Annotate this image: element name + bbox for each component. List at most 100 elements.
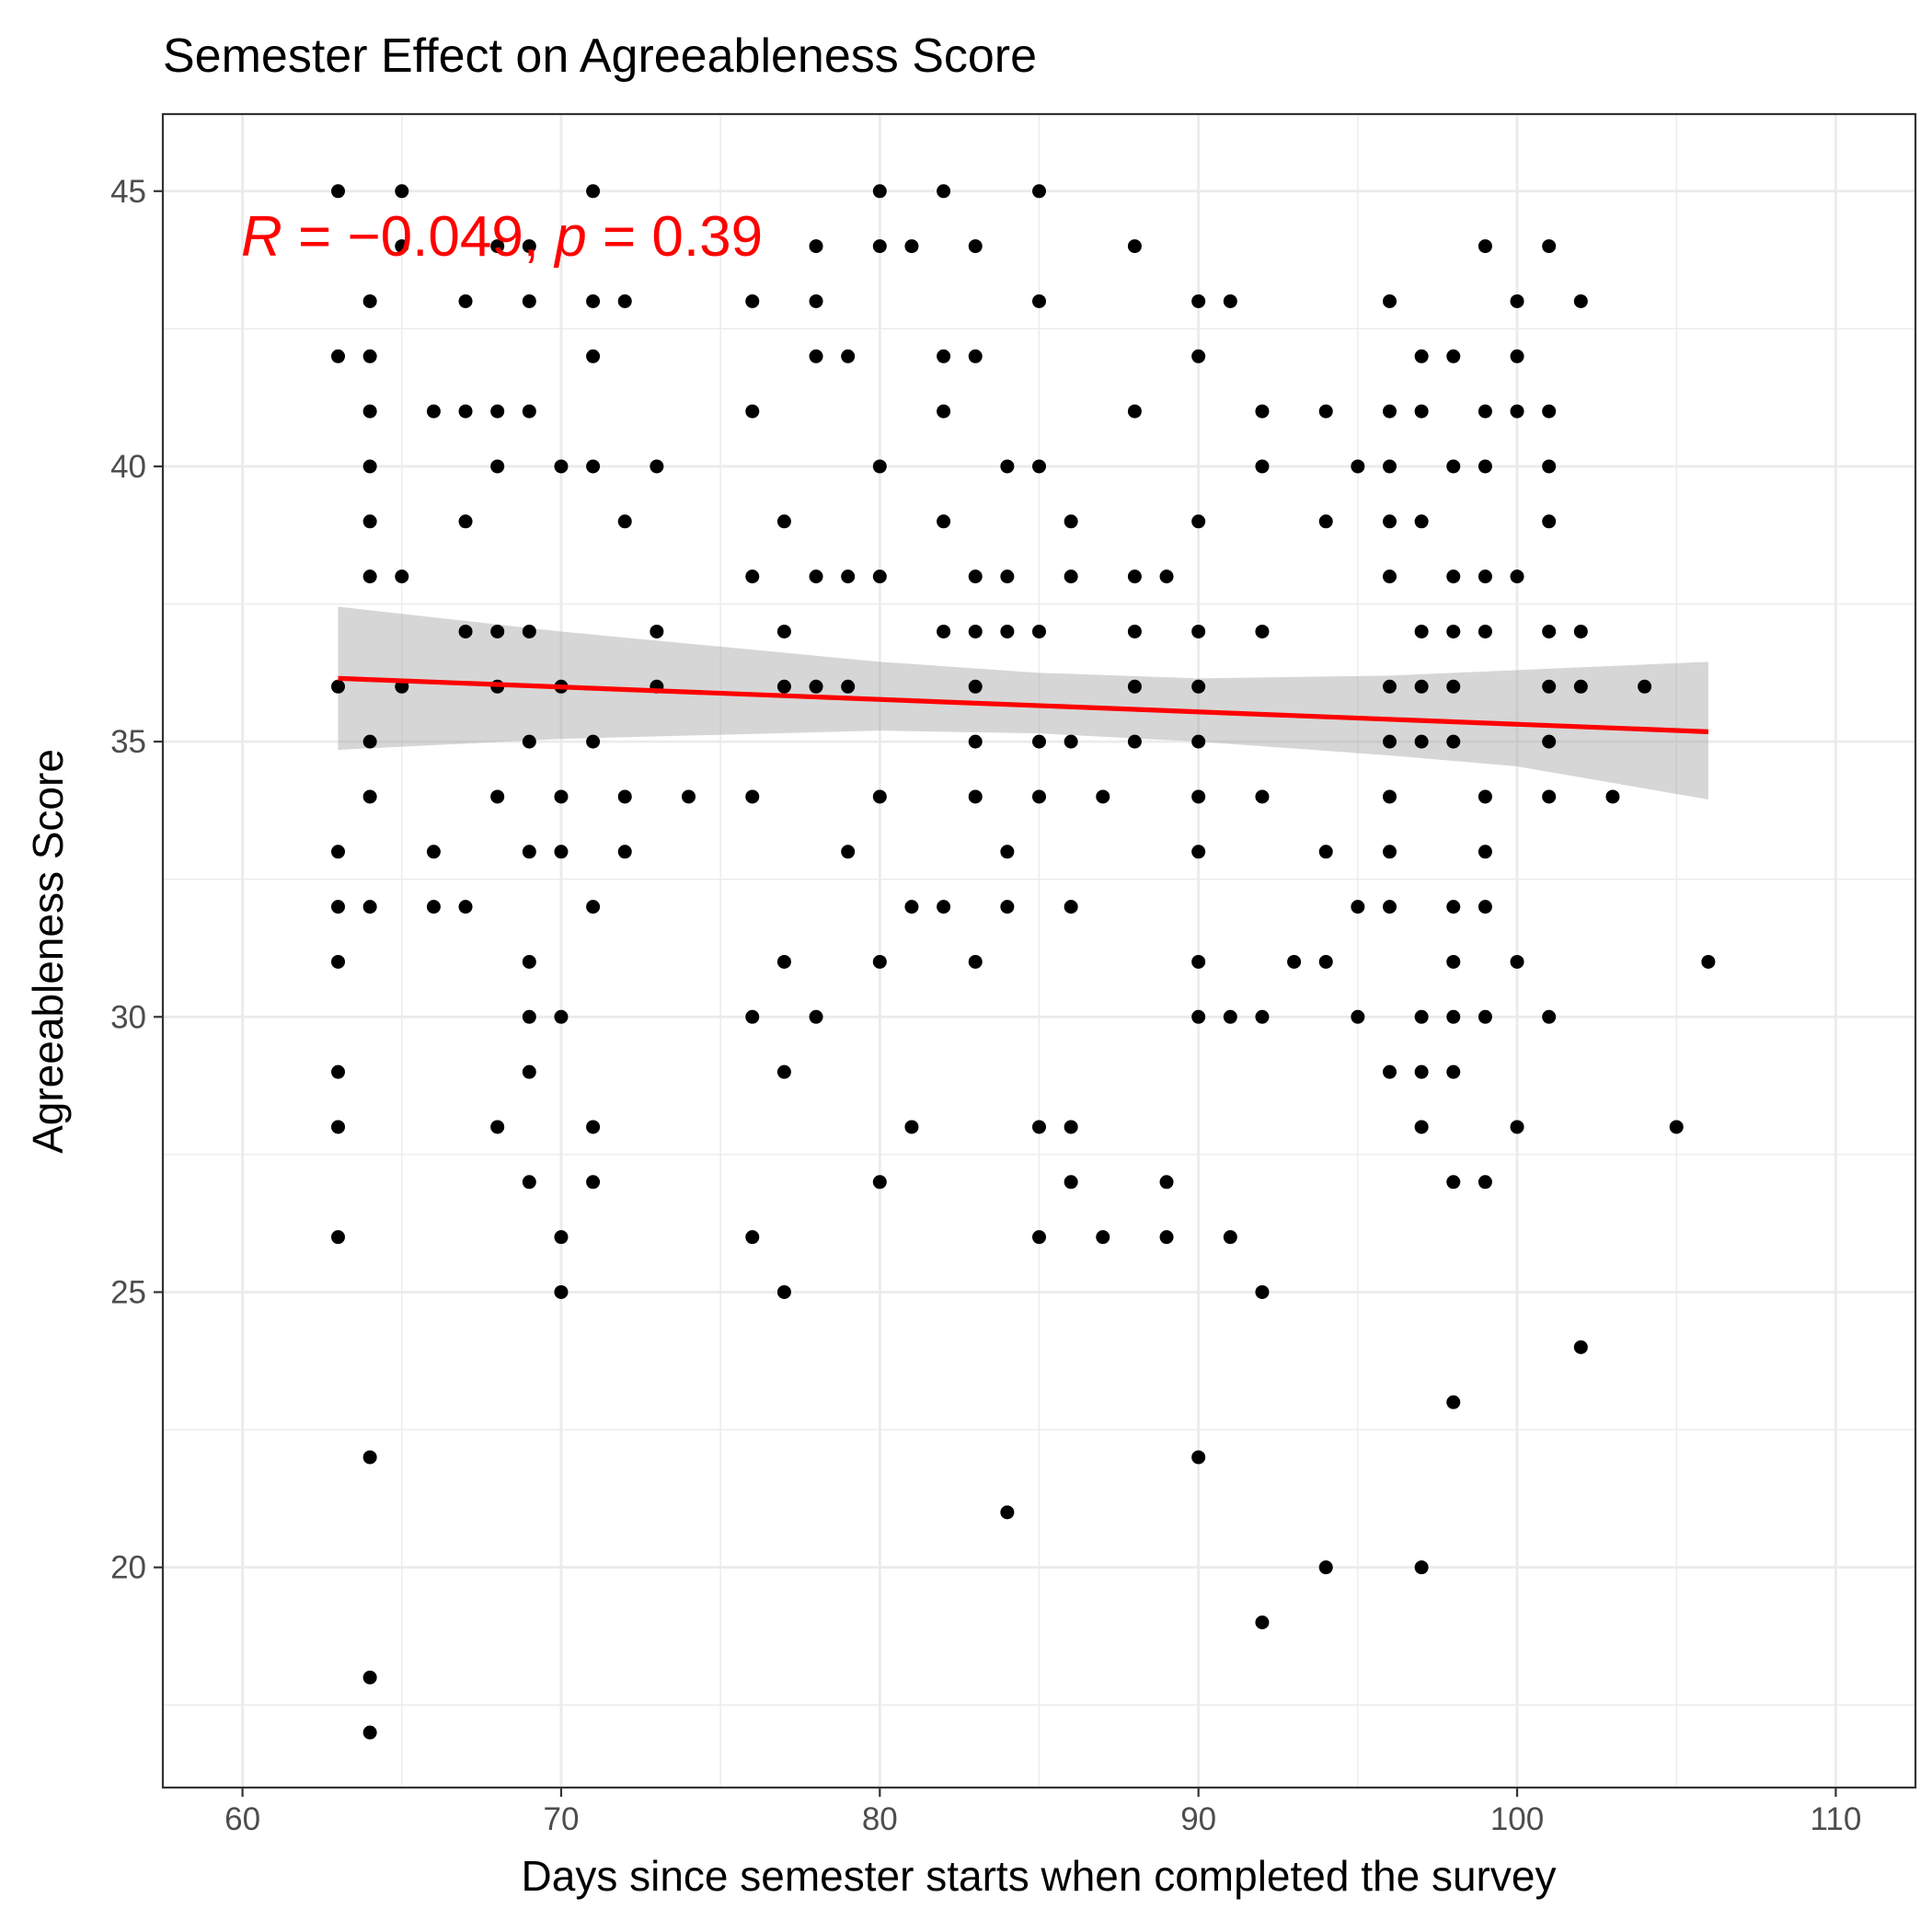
data-point <box>1446 569 1461 584</box>
data-point <box>904 239 919 254</box>
data-point <box>362 569 377 584</box>
fit-line-layer <box>338 675 1708 734</box>
data-point <box>841 569 856 584</box>
data-point <box>1510 349 1524 363</box>
data-point <box>1127 624 1142 638</box>
data-point <box>1414 1064 1429 1079</box>
data-point <box>522 293 536 308</box>
data-point <box>937 514 951 529</box>
data-point <box>968 239 983 254</box>
data-point <box>1032 624 1046 638</box>
data-point <box>968 734 983 749</box>
data-point <box>1383 734 1397 749</box>
data-point <box>1414 1120 1429 1134</box>
data-point <box>776 624 791 638</box>
data-point <box>490 624 505 638</box>
data-point <box>1446 459 1461 474</box>
data-point <box>650 624 664 638</box>
data-point <box>1573 1340 1588 1354</box>
data-point <box>1542 624 1557 638</box>
data-point <box>809 239 823 254</box>
data-point <box>458 514 473 529</box>
data-point <box>650 459 664 474</box>
data-point <box>1478 239 1492 254</box>
data-point <box>1478 404 1492 419</box>
panel-border <box>161 112 1917 1789</box>
data-point <box>1318 954 1333 969</box>
data-point <box>1414 734 1429 749</box>
data-point <box>1542 789 1557 804</box>
r-symbol: R <box>241 205 282 269</box>
data-point <box>1351 1009 1365 1024</box>
data-point <box>1414 624 1429 638</box>
data-point <box>395 239 409 254</box>
data-point <box>1127 404 1142 419</box>
data-point <box>617 789 632 804</box>
data-point <box>1446 1175 1461 1190</box>
data-point <box>745 293 760 308</box>
data-point <box>426 845 441 859</box>
r-value: = −0.049, <box>282 205 555 269</box>
data-point <box>1383 900 1397 914</box>
data-point <box>490 404 505 419</box>
data-point <box>1383 569 1397 584</box>
grid-lines <box>163 114 1915 1788</box>
data-point <box>362 1725 377 1740</box>
data-point <box>1701 954 1716 969</box>
data-point <box>362 900 377 914</box>
data-point <box>586 900 601 914</box>
data-point <box>554 1230 569 1245</box>
data-point <box>1064 900 1078 914</box>
data-point <box>522 624 536 638</box>
data-point <box>522 954 536 969</box>
x-tick-label: 100 <box>1490 1801 1544 1837</box>
data-point <box>1287 954 1302 969</box>
data-point <box>554 845 569 859</box>
data-point <box>331 679 345 694</box>
data-point <box>968 954 983 969</box>
data-point <box>1159 1175 1174 1190</box>
data-point <box>1510 404 1524 419</box>
data-point <box>1510 954 1524 969</box>
data-point <box>586 459 601 474</box>
p-value: = 0.39 <box>587 205 763 269</box>
data-point <box>1191 954 1206 969</box>
data-point <box>554 1009 569 1024</box>
data-point <box>1032 293 1046 308</box>
data-point <box>1446 734 1461 749</box>
data-point <box>1000 900 1015 914</box>
data-point <box>1478 459 1492 474</box>
data-point <box>1542 239 1557 254</box>
data-point <box>1191 514 1206 529</box>
p-symbol: p <box>553 205 586 269</box>
data-point <box>872 239 887 254</box>
data-point <box>1383 845 1397 859</box>
data-point <box>1446 1009 1461 1024</box>
data-point <box>1638 679 1652 694</box>
data-point <box>362 734 377 749</box>
data-point <box>968 789 983 804</box>
x-tick-label: 70 <box>543 1801 579 1837</box>
regression-line <box>338 675 1708 734</box>
data-point <box>458 624 473 638</box>
data-point <box>1000 845 1015 859</box>
data-point <box>426 900 441 914</box>
data-point <box>1478 569 1492 584</box>
data-point <box>1191 349 1206 363</box>
data-point <box>1255 459 1270 474</box>
data-point <box>1159 1230 1174 1245</box>
data-point <box>1542 459 1557 474</box>
data-point <box>1542 404 1557 419</box>
x-tick-label: 110 <box>1811 1801 1862 1837</box>
data-point <box>1383 1064 1397 1079</box>
data-point <box>362 789 377 804</box>
data-point <box>1032 1230 1046 1245</box>
data-point <box>1542 679 1557 694</box>
data-point <box>1255 789 1270 804</box>
data-point <box>1000 459 1015 474</box>
data-point <box>331 900 345 914</box>
data-point <box>968 624 983 638</box>
data-point <box>586 349 601 363</box>
data-point <box>1255 1009 1270 1024</box>
